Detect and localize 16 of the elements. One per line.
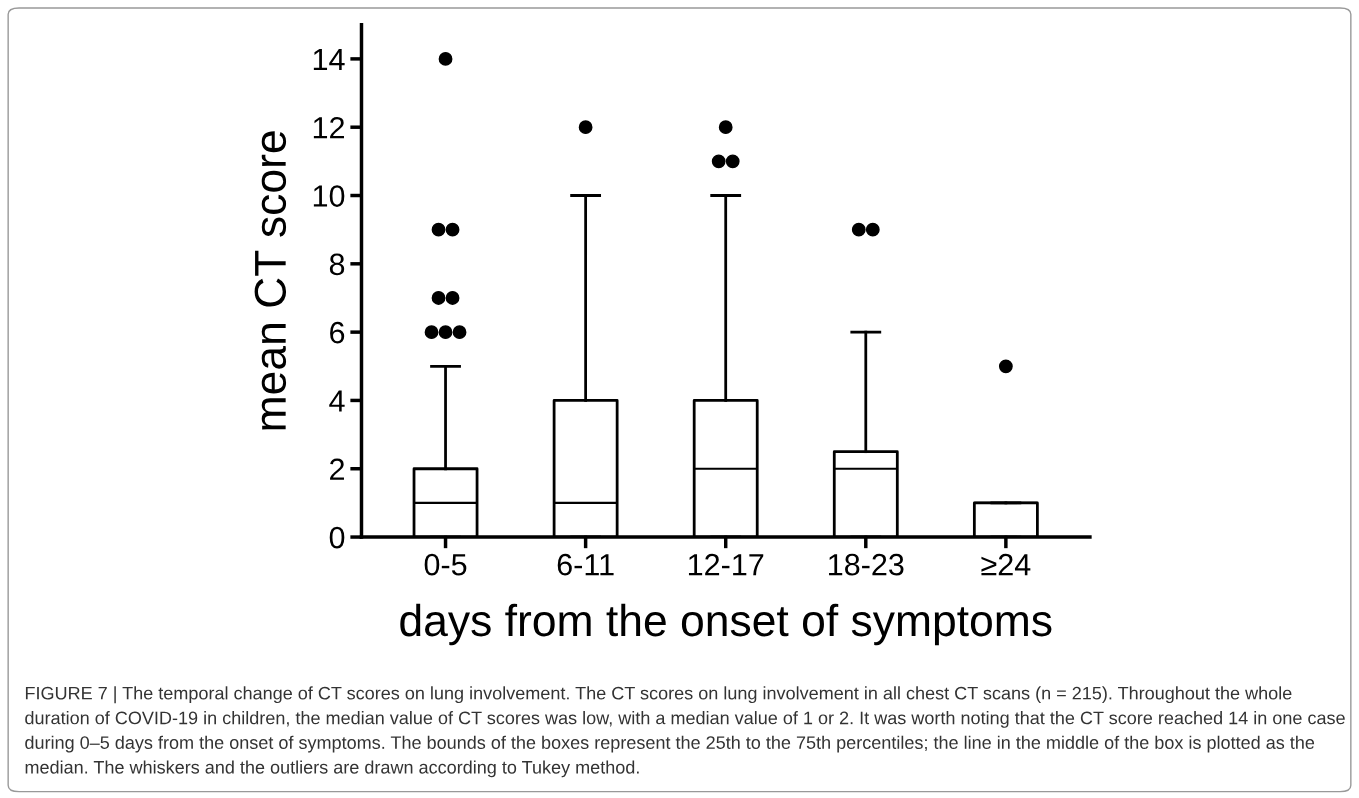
y-tick-label: 12 [313, 116, 344, 139]
y-tick-label: 6 [330, 321, 345, 344]
x-tick-label: 18-23 [829, 553, 904, 576]
y-axis-title: mean CT score [254, 131, 287, 430]
y-tick-label: 14 [313, 48, 345, 70]
y-tick-label: 8 [329, 253, 345, 276]
y-tick-label: 10 [313, 185, 345, 207]
caption: FIGURE 7 | The temporal change of CT scores on lung involvement. The CT scores on lung involvement in all chest CT scans (n = 215). Throughout the whole duration of COVID-19 in children, the median value of CT scores was low, with a median value of 1 or 2. It was worth noting that the CT score reached 14 in one case during 0–5 days from the onset of symptoms. The bounds of the boxes represent the 25th to the 75th percentiles; the line in the middle of the box is plotted as the median. The whiskers and the outliers are drawn according to Tukey method. [25, 686, 1345, 778]
x-tick-label: ≥24 [981, 553, 1031, 576]
x-tick-label: 12-17 [688, 553, 764, 576]
x-tick-label: 0-5 [424, 553, 467, 576]
x-axis-title: days from the onset of symptoms [400, 603, 1052, 646]
y-tick-label: 0 [329, 526, 345, 549]
y-tick-label: 4 [329, 390, 345, 412]
y-tick-label: 2 [330, 458, 344, 480]
x-tick-label: 6-11 [557, 553, 614, 576]
